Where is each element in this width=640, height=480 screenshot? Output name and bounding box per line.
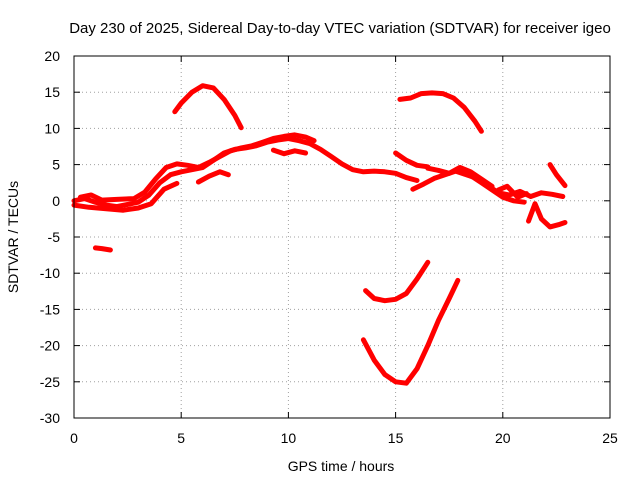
x-tick-label: 10 <box>281 430 297 446</box>
series-arc-late-c <box>468 173 527 205</box>
y-axis-label: SDTVAR / TECUs <box>5 181 21 293</box>
series-arc-mid-dip <box>270 147 309 157</box>
series-arc-low-mid <box>363 259 431 304</box>
y-tick-label: 10 <box>44 120 60 136</box>
y-tick-label: -30 <box>40 410 60 426</box>
series-arc-side-dip <box>195 169 231 185</box>
y-tick-label: -25 <box>40 374 60 390</box>
axis-ticks: 0 5 10 15 20 25 -30 -25 -20 -15 -10 -5 0 5 10 15 20 <box>40 48 618 446</box>
x-tick-label: 25 <box>602 430 618 446</box>
chart-title: Day 230 of 2025, Sidereal Day-to-day VTE… <box>69 20 611 37</box>
plot-frame <box>73 55 611 419</box>
series-arc-peak-afternoon <box>397 90 484 134</box>
y-tick-label: -20 <box>40 338 60 354</box>
series-arc-upper-baseline <box>77 132 317 203</box>
series-arc-late-d <box>496 183 529 200</box>
grid-lines <box>74 56 610 418</box>
series-arc-late-f <box>547 162 568 189</box>
y-tick-label: -15 <box>40 301 60 317</box>
x-axis-label: GPS time / hours <box>288 458 395 474</box>
series-arc-peak-morning <box>172 83 244 131</box>
x-tick-label: 15 <box>388 430 404 446</box>
series-arc-late-e <box>526 201 568 230</box>
y-tick-label: -5 <box>48 229 61 245</box>
series-arc-mid-afternoon <box>393 150 431 170</box>
y-tick-label: 20 <box>44 48 60 64</box>
x-tick-label: 5 <box>177 430 185 446</box>
x-tick-label: 0 <box>70 430 78 446</box>
x-tick-label: 20 <box>495 430 511 446</box>
y-tick-label: 5 <box>52 157 60 173</box>
series-layer <box>71 83 568 386</box>
y-tick-label: 15 <box>44 84 60 100</box>
series-arc-deep-dip <box>360 277 461 386</box>
y-tick-label: -10 <box>40 265 60 281</box>
y-tick-label: 0 <box>52 193 60 209</box>
series-arc-late-b <box>425 165 495 189</box>
series-arc-early-short <box>92 245 113 253</box>
series-arc-lower-baseline <box>71 180 180 213</box>
